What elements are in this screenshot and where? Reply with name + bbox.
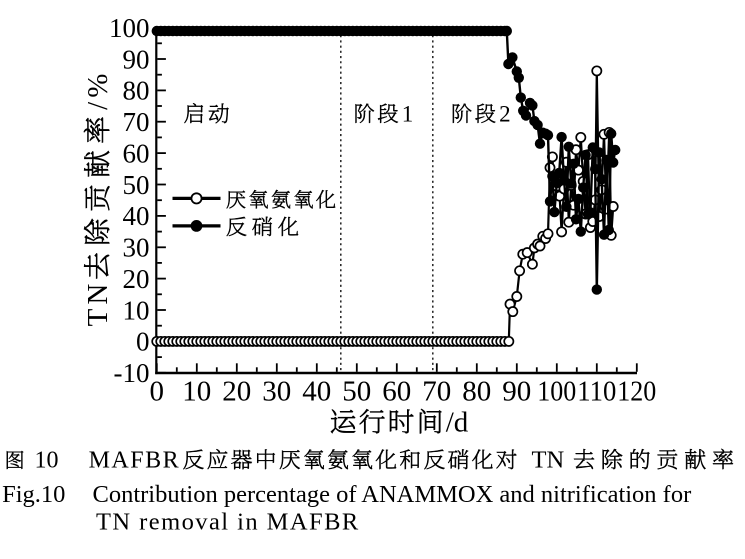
svg-text:Fig.10: Fig.10 bbox=[2, 481, 65, 508]
svg-text:10: 10 bbox=[182, 376, 211, 408]
svg-text:/d: /d bbox=[446, 406, 469, 438]
svg-text:TN: TN bbox=[82, 280, 114, 327]
svg-text:80: 80 bbox=[462, 376, 491, 408]
svg-text:70: 70 bbox=[123, 107, 150, 137]
svg-text:1: 1 bbox=[402, 101, 414, 126]
svg-text:60: 60 bbox=[123, 138, 150, 168]
svg-text:TN removal in MAFBR: TN removal in MAFBR bbox=[96, 509, 360, 536]
svg-text:60: 60 bbox=[382, 376, 411, 408]
svg-text:/%: /% bbox=[82, 70, 114, 110]
svg-text:2: 2 bbox=[499, 101, 511, 126]
svg-text:Contribution percentage of ANA: Contribution percentage of ANAMMOX and n… bbox=[93, 481, 692, 508]
svg-text:TN: TN bbox=[532, 447, 565, 474]
svg-text:20: 20 bbox=[123, 264, 150, 294]
svg-text:-10: -10 bbox=[114, 358, 150, 388]
svg-text:90: 90 bbox=[123, 44, 150, 74]
svg-text:100: 100 bbox=[537, 376, 576, 408]
svg-text:0: 0 bbox=[136, 327, 150, 357]
svg-text:120: 120 bbox=[617, 376, 656, 408]
svg-text:40: 40 bbox=[123, 201, 150, 231]
svg-text:10: 10 bbox=[123, 295, 150, 325]
svg-text:0: 0 bbox=[150, 376, 165, 408]
svg-text:40: 40 bbox=[302, 376, 331, 408]
svg-text:90: 90 bbox=[502, 376, 531, 408]
svg-text:50: 50 bbox=[342, 376, 371, 408]
svg-text:110: 110 bbox=[577, 376, 616, 408]
svg-text:100: 100 bbox=[109, 13, 150, 43]
svg-text:80: 80 bbox=[123, 76, 150, 106]
svg-text:70: 70 bbox=[422, 376, 451, 408]
svg-text:30: 30 bbox=[262, 376, 291, 408]
svg-text:50: 50 bbox=[123, 170, 150, 200]
svg-text:10: 10 bbox=[35, 448, 59, 474]
svg-text:20: 20 bbox=[222, 376, 251, 408]
svg-text:30: 30 bbox=[123, 233, 150, 263]
svg-text:MAFBR: MAFBR bbox=[89, 448, 181, 474]
